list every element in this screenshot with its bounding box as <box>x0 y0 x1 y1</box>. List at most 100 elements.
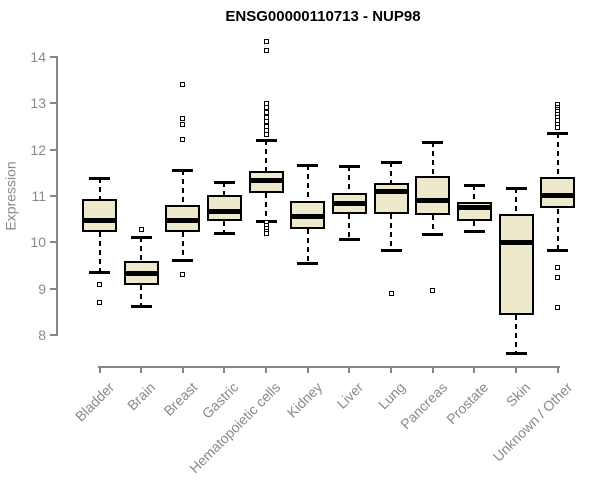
outlier-point-hematopoietic-cells <box>263 39 269 45</box>
box-pancreas <box>415 176 451 215</box>
upper-whisker-cap-prostate <box>463 183 485 187</box>
lower-whisker-pancreas <box>431 214 434 234</box>
outlier-point-breast <box>180 137 186 143</box>
lower-whisker-cap-bladder <box>89 270 110 274</box>
y-tick-mark <box>50 195 57 197</box>
x-tick-label-brain: Brain <box>124 379 159 414</box>
outlier-point-hematopoietic-cells <box>263 47 269 53</box>
x-tick-mark <box>265 366 268 373</box>
box-lung <box>373 183 409 215</box>
x-tick-mark <box>515 366 518 373</box>
outlier-point-pancreas <box>430 287 436 293</box>
upper-whisker-cap-lung <box>380 160 402 164</box>
upper-whisker-kidney <box>306 164 309 201</box>
y-tick-mark <box>50 241 57 244</box>
outlier-point-unknown-other <box>555 274 561 280</box>
y-axis-line <box>56 56 58 336</box>
x-tick-label-breast: Breast <box>160 379 201 419</box>
upper-whisker-skin <box>515 188 518 215</box>
upper-whisker-hematopoietic-cells <box>265 139 268 171</box>
outlier-point-breast <box>180 115 186 121</box>
median-breast <box>165 217 201 223</box>
upper-whisker-cap-kidney <box>297 163 319 167</box>
outlier-point-breast <box>180 272 186 278</box>
lower-whisker-cap-unknown-other <box>547 249 569 253</box>
lower-whisker-cap-kidney <box>297 262 319 266</box>
outlier-point-unknown-other <box>555 304 561 310</box>
upper-whisker-cap-hematopoietic-cells <box>255 138 277 142</box>
x-tick-label-prostate: Prostate <box>443 379 492 428</box>
upper-whisker-cap-brain <box>130 235 152 239</box>
upper-whisker-bladder <box>98 178 101 199</box>
x-tick-mark <box>98 366 101 373</box>
lower-whisker-breast <box>181 231 184 260</box>
lower-whisker-hematopoietic-cells <box>265 192 268 221</box>
outlier-point-brain <box>138 226 144 232</box>
median-bladder <box>82 217 117 223</box>
x-tick-label-unknown-other: Unknown / Other <box>489 379 576 465</box>
upper-whisker-unknown-other <box>556 132 559 178</box>
lower-whisker-kidney <box>306 229 309 264</box>
outlier-point-hematopoietic-cells <box>263 231 269 237</box>
median-liver <box>331 200 367 206</box>
outlier-point-hematopoietic-cells <box>263 119 269 125</box>
lower-whisker-cap-pancreas <box>422 232 444 236</box>
lower-whisker-cap-lung <box>380 249 402 253</box>
outlier-point-bladder <box>97 300 102 306</box>
outlier-point-hematopoietic-cells <box>263 131 269 137</box>
outlier-point-breast <box>180 82 186 88</box>
upper-whisker-prostate <box>473 184 476 203</box>
y-tick-mark <box>50 148 57 151</box>
y-tick-mark <box>50 56 57 58</box>
x-tick-mark <box>431 366 434 373</box>
outlier-point-hematopoietic-cells <box>263 114 269 120</box>
upper-whisker-cap-bladder <box>89 177 110 181</box>
lower-whisker-prostate <box>473 221 476 231</box>
upper-whisker-breast <box>181 169 184 205</box>
median-skin <box>498 240 534 246</box>
median-unknown-other <box>540 192 576 198</box>
y-tick-label: 12 <box>30 141 46 158</box>
lower-whisker-cap-gastric <box>213 232 235 236</box>
box-bladder <box>82 198 117 233</box>
median-gastric <box>206 209 242 215</box>
outlier-point-hematopoietic-cells <box>263 105 269 111</box>
y-tick-mark <box>50 334 57 336</box>
median-kidney <box>290 214 326 220</box>
median-brain <box>123 271 159 277</box>
upper-whisker-cap-skin <box>505 187 527 191</box>
upper-whisker-pancreas <box>431 141 434 177</box>
x-tick-mark <box>473 366 476 373</box>
x-tick-mark <box>348 366 351 373</box>
x-tick-mark <box>181 366 184 373</box>
upper-whisker-lung <box>390 161 393 184</box>
upper-whisker-cap-gastric <box>213 180 235 184</box>
upper-whisker-cap-breast <box>172 168 194 172</box>
y-tick-label: 9 <box>38 280 46 297</box>
upper-whisker-liver <box>348 165 351 193</box>
upper-whisker-cap-unknown-other <box>547 131 569 135</box>
lower-whisker-cap-prostate <box>463 229 485 233</box>
lower-whisker-gastric <box>223 221 226 234</box>
x-tick-mark <box>306 366 309 373</box>
box-skin <box>498 214 534 316</box>
x-tick-label-skin: Skin <box>502 379 534 410</box>
outlier-point-unknown-other <box>555 265 561 271</box>
x-tick-label-lung: Lung <box>375 379 409 413</box>
upper-whisker-cap-pancreas <box>422 140 444 144</box>
lower-whisker-lung <box>390 214 393 251</box>
upper-whisker-brain <box>140 236 143 261</box>
upper-whisker-cap-liver <box>338 164 360 168</box>
lower-whisker-cap-breast <box>172 258 194 262</box>
median-hematopoietic-cells <box>248 178 284 184</box>
x-tick-label-kidney: Kidney <box>283 379 326 421</box>
y-tick-mark <box>50 102 57 105</box>
y-tick-mark <box>50 287 57 290</box>
lower-whisker-skin <box>515 315 518 353</box>
lower-whisker-brain <box>140 285 143 307</box>
lower-whisker-cap-brain <box>130 305 152 309</box>
y-tick-label: 8 <box>38 327 46 343</box>
chart-title: ENSG00000110713 - NUP98 <box>225 8 421 25</box>
median-prostate <box>456 205 492 211</box>
median-pancreas <box>415 198 451 204</box>
